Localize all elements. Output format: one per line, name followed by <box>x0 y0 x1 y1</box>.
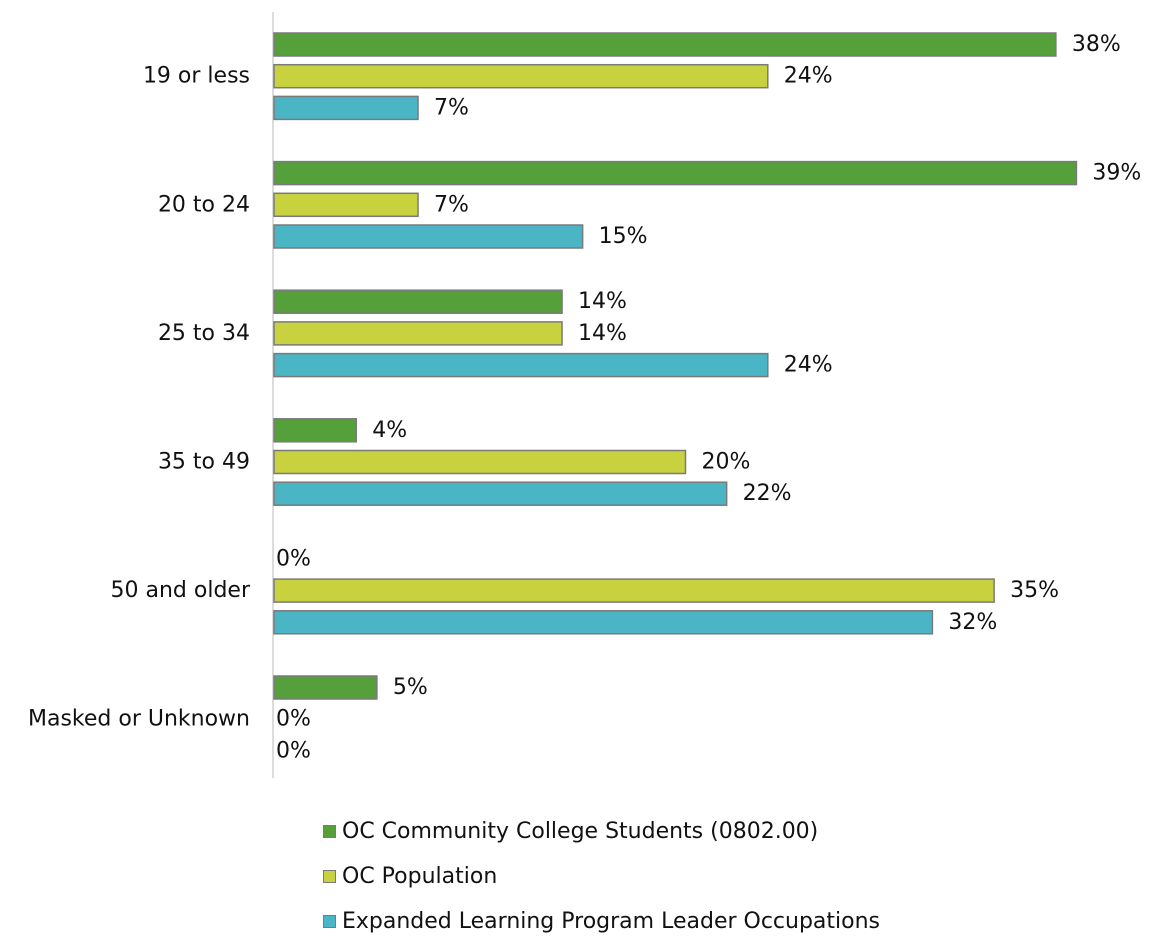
legend-item-series-3: Expanded Learning Program Leader Occupat… <box>323 905 880 937</box>
category-label-19-or-less: 19 or less <box>143 64 250 89</box>
bar-35-to-49-series-1 <box>273 418 358 443</box>
value-label-35-to-49-series-3: 22% <box>743 481 792 506</box>
bar-chart: 19 or less 20 to 24 25 to 34 35 to 49 50 and… <box>28 12 1141 778</box>
bar-19-or-less-series-1 <box>273 32 1057 57</box>
value-label-masked-or-unknown-series-2: 0% <box>276 707 311 732</box>
legend-swatch <box>323 869 336 883</box>
legend-label: OC Community College Students (0802.00) <box>342 818 819 844</box>
category-labels: 19 or less 20 to 24 25 to 34 35 to 49 50 and… <box>28 64 251 732</box>
legend-item-series-2: OC Population <box>323 860 880 892</box>
bar-19-or-less-series-2 <box>273 63 769 89</box>
value-label-masked-or-unknown-series-1: 5% <box>393 675 428 700</box>
bar-20-to-24-series-1 <box>273 160 1078 186</box>
value-label-19-or-less-series-2: 24% <box>784 64 833 89</box>
bars <box>273 32 1078 700</box>
value-label-20-to-24-series-3: 15% <box>599 224 648 249</box>
value-label-50-and-older-series-1: 0% <box>276 546 311 571</box>
category-label-35-to-49: 35 to 49 <box>158 450 250 475</box>
bar-20-to-24-series-2 <box>273 192 419 218</box>
legend: OC Community College Students (0802.00) O… <box>323 815 880 950</box>
value-label-25-to-34-series-2: 14% <box>578 321 627 346</box>
bar-20-to-24-series-3 <box>273 224 584 249</box>
value-label-19-or-less-series-3: 7% <box>434 95 469 120</box>
category-label-25-to-34: 25 to 34 <box>158 321 250 346</box>
bar-50-and-older-series-2 <box>273 578 995 603</box>
bar-50-and-older-series-3 <box>273 610 934 635</box>
value-label-25-to-34-series-3: 24% <box>784 353 833 378</box>
value-label-50-and-older-series-2: 35% <box>1010 578 1059 603</box>
category-label-masked-or-unknown: Masked or Unknown <box>28 707 250 732</box>
category-label-20-to-24: 20 to 24 <box>158 192 250 217</box>
legend-label: OC Population <box>342 863 498 889</box>
legend-swatch <box>323 824 336 838</box>
legend-label: Expanded Learning Program Leader Occupat… <box>342 908 881 934</box>
bar-25-to-34-series-3 <box>273 352 769 378</box>
value-labels: 38% 24% 7% 39% 7% 15% 14% 14% 24% 4% 20% 22% 0% 35% 32… <box>276 32 1141 763</box>
value-label-masked-or-unknown-series-3: 0% <box>276 738 311 763</box>
value-label-19-or-less-series-1: 38% <box>1072 32 1121 57</box>
bar-35-to-49-series-2 <box>273 449 687 475</box>
bar-35-to-49-series-3 <box>273 481 728 506</box>
value-label-50-and-older-series-3: 32% <box>948 610 997 635</box>
value-label-35-to-49-series-2: 20% <box>702 450 751 475</box>
value-label-20-to-24-series-2: 7% <box>434 192 469 217</box>
value-label-20-to-24-series-1: 39% <box>1092 161 1141 186</box>
value-label-35-to-49-series-1: 4% <box>372 418 407 443</box>
legend-item-series-1: OC Community College Students (0802.00) <box>323 815 880 847</box>
bar-25-to-34-series-1 <box>273 289 563 314</box>
legend-swatch <box>323 914 336 928</box>
value-label-25-to-34-series-1: 14% <box>578 289 627 314</box>
bar-25-to-34-series-2 <box>273 321 563 346</box>
bar-19-or-less-series-3 <box>273 95 419 121</box>
bar-masked-or-unknown-series-1 <box>273 675 378 700</box>
category-label-50-and-older: 50 and older <box>111 578 251 603</box>
